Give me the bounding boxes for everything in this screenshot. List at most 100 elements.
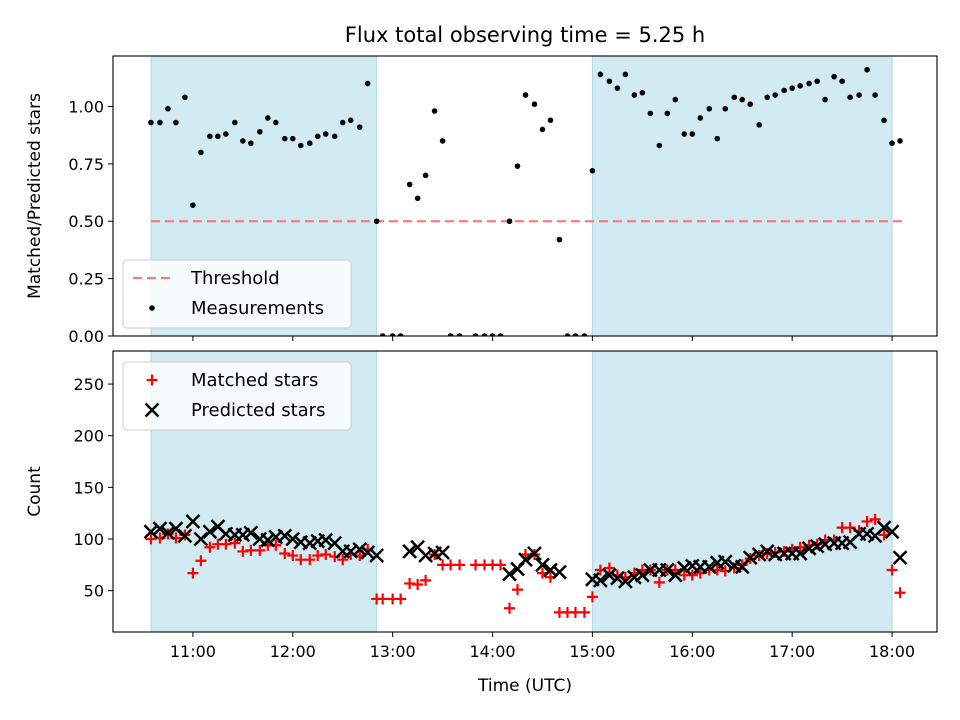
data-point-cross [277, 528, 293, 544]
y-tick-label: 50 [84, 582, 104, 601]
data-point-cross [884, 524, 900, 540]
legend-box [122, 259, 352, 329]
series-points [143, 513, 908, 618]
data-point-cross [143, 524, 159, 540]
data-point-cross [502, 566, 517, 582]
data-point-dot [772, 92, 778, 98]
data-point-dot [839, 78, 845, 85]
data-point-cross [552, 564, 567, 580]
data-point-dot [281, 135, 288, 142]
data-point-dot [489, 333, 496, 336]
data-point-cross [352, 541, 368, 557]
legend-box [122, 361, 352, 431]
data-point-dot [622, 71, 629, 78]
data-point-cross [617, 573, 633, 589]
y-tick-label: 0.50 [68, 212, 104, 231]
data-point-dot [506, 218, 513, 225]
data-point-dot [439, 138, 446, 144]
data-point-dot [747, 101, 754, 107]
data-point-dot [456, 333, 463, 336]
y-tick-label: 150 [73, 478, 104, 497]
data-point-plus [794, 541, 806, 553]
data-point-dot [897, 138, 903, 144]
data-point-dot [589, 167, 596, 174]
data-point-dot [223, 131, 229, 137]
data-point-dot [597, 71, 604, 78]
data-point-dot [797, 83, 803, 89]
panel-top-ratio: 0.00 0.25 0.50 0.75 1.00 Matched/Predicted st… [25, 55, 938, 346]
data-point-dot [781, 87, 787, 94]
observing-window-band [591, 350, 893, 633]
y-tick-label: 200 [73, 427, 104, 446]
data-point-dot [514, 163, 521, 169]
data-point-dot [689, 131, 696, 137]
data-point-dot [556, 236, 563, 243]
data-point-plus [320, 549, 332, 561]
data-point-cross [260, 532, 276, 548]
data-point-cross [751, 547, 767, 562]
data-point-dot [572, 333, 579, 336]
data-point-dot [889, 140, 895, 147]
data-point-plus [229, 537, 241, 549]
data-point-dot [148, 119, 154, 126]
data-point-dot [182, 94, 188, 101]
data-point-cross [177, 528, 193, 544]
data-point-cross [518, 552, 533, 568]
data-point-cross [527, 546, 542, 561]
data-point-plus [512, 584, 524, 596]
data-point-dot [872, 92, 878, 98]
data-point-cross [185, 514, 201, 529]
y-axis-title: Count [25, 466, 45, 517]
data-point-dot [831, 73, 837, 80]
data-point-plus [586, 591, 598, 603]
data-point-dot [373, 218, 380, 225]
data-point-cross [593, 572, 608, 588]
x-tick-label: 17:00 [769, 642, 815, 661]
data-point-dot [364, 80, 371, 87]
data-point-dot [672, 96, 679, 103]
data-point-cross [659, 562, 675, 578]
data-point-dot [481, 333, 488, 336]
y-tick-label: 1.00 [68, 97, 104, 116]
data-point-dot [190, 202, 196, 208]
data-point-plus [886, 564, 898, 576]
data-point-cross [717, 554, 733, 570]
data-point-cross [160, 525, 176, 541]
data-point-dot [157, 119, 163, 126]
data-point-dot [273, 119, 279, 126]
x-axis-title: Time (UTC) [477, 676, 572, 696]
data-point-cross [152, 521, 168, 537]
data-point-plus [653, 576, 665, 588]
data-point-dot [697, 115, 704, 121]
legend-label: Predicted stars [191, 400, 325, 421]
data-point-dot [248, 140, 254, 147]
data-point-dot [822, 96, 828, 103]
data-point-dot [397, 333, 404, 336]
data-point-plus [395, 593, 407, 605]
x-tick-label: 11:00 [170, 642, 216, 661]
y-axis-title: Matched/Predicted stars [25, 93, 45, 299]
data-point-plus [377, 593, 389, 605]
y-tick-label: 0.75 [68, 155, 104, 174]
x-tick-label: 15:00 [569, 642, 615, 661]
data-point-dot [265, 115, 271, 121]
data-point-dot [881, 117, 887, 124]
data-point-plus [869, 513, 881, 525]
data-point-cross [759, 544, 775, 559]
data-point-cross [701, 559, 717, 575]
data-point-dot [406, 181, 413, 188]
data-point-cross [402, 544, 418, 559]
data-point-dot [681, 131, 688, 137]
data-point-dot [215, 133, 221, 140]
data-point-dot [314, 133, 321, 140]
chart-title: Flux total observing time = 5.25 h [345, 23, 705, 47]
data-point-dot [347, 117, 354, 124]
data-point-cross [602, 567, 617, 583]
data-point-dot [656, 142, 663, 149]
data-point-dot [564, 333, 571, 336]
data-point-dot [207, 133, 213, 140]
legend-swatch-cross [144, 402, 160, 418]
data-point-cross [876, 520, 892, 536]
data-point-cross [435, 545, 450, 560]
legend-swatch-dot [149, 305, 155, 311]
